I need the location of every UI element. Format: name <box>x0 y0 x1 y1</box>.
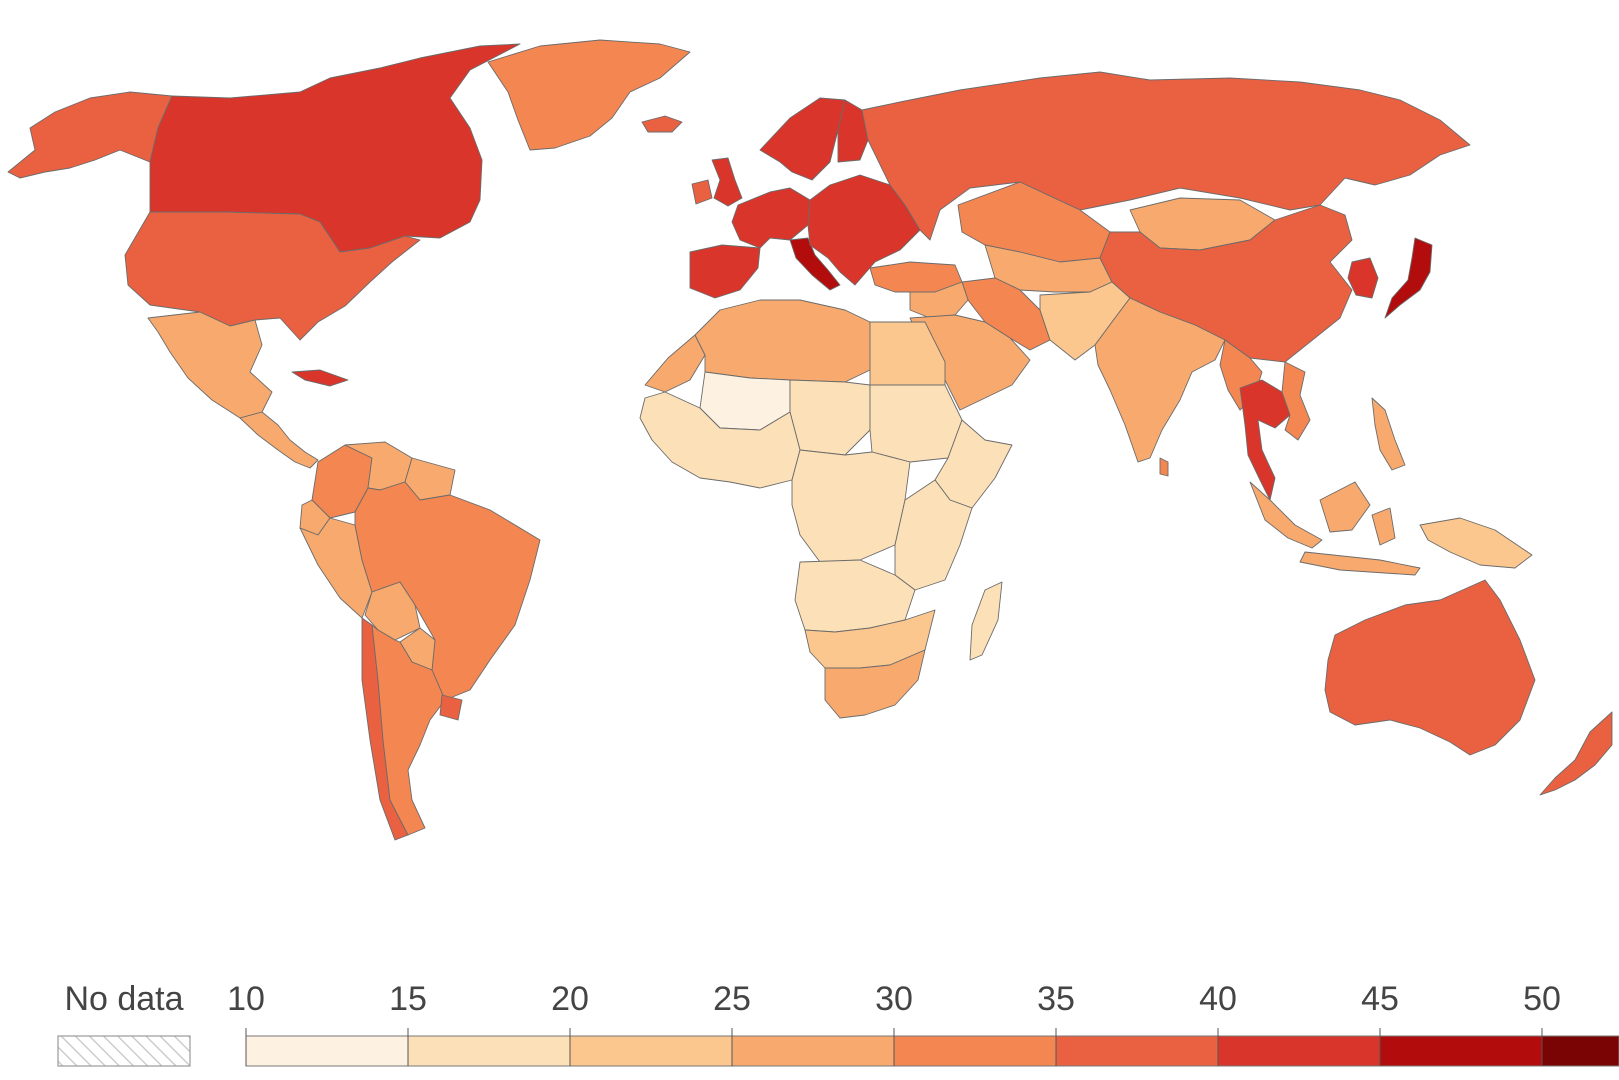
region-central-africa[interactable] <box>791 449 911 563</box>
region-australia[interactable] <box>1324 579 1536 756</box>
region-greenland[interactable] <box>487 39 691 151</box>
region-russia[interactable] <box>861 71 1471 241</box>
region-middle-east[interactable] <box>909 281 969 319</box>
legend-tick-label: 15 <box>389 980 427 1018</box>
region-east-africa[interactable] <box>894 479 973 591</box>
region-indonesia[interactable] <box>1249 481 1421 576</box>
region-ireland[interactable] <box>691 179 713 205</box>
legend-bin <box>1541 1035 1619 1067</box>
legend-bin <box>569 1035 733 1067</box>
region-india[interactable] <box>1094 297 1226 463</box>
region-argentina[interactable] <box>371 624 446 836</box>
region-niger-chad[interactable] <box>789 379 871 456</box>
region-philippines[interactable] <box>1371 397 1406 471</box>
region-korea[interactable] <box>1347 257 1379 299</box>
region-japan[interactable] <box>1384 237 1433 319</box>
region-mexico[interactable] <box>147 311 273 419</box>
region-united-states[interactable] <box>124 211 421 341</box>
region-sudan[interactable] <box>869 384 963 463</box>
legend-tick-label: 35 <box>1037 980 1075 1018</box>
region-south-africa[interactable] <box>824 649 926 719</box>
region-iberia[interactable] <box>689 244 761 299</box>
region-alaska[interactable] <box>7 91 173 179</box>
region-central-america[interactable] <box>239 411 319 469</box>
region-iran[interactable] <box>961 277 1051 351</box>
region-thailand[interactable] <box>1239 379 1291 501</box>
legend-tick-label: 45 <box>1361 980 1399 1018</box>
no-data-label: No data <box>64 980 183 1018</box>
legend-tick-label: 20 <box>551 980 589 1018</box>
countries-layer <box>7 39 1613 841</box>
legend-tick-label: 50 <box>1523 980 1561 1018</box>
legend-bin <box>1055 1035 1219 1067</box>
region-papua-new-guinea[interactable] <box>1419 517 1533 569</box>
region-scandinavia[interactable] <box>759 97 846 181</box>
region-central-eastern-europe[interactable] <box>807 174 921 286</box>
legend-tick-label: 40 <box>1199 980 1237 1018</box>
legend-bin <box>407 1035 571 1067</box>
legend-tick-label: 25 <box>713 980 751 1018</box>
region-sri-lanka[interactable] <box>1159 457 1169 477</box>
no-data-swatch <box>57 1035 191 1067</box>
region-iceland[interactable] <box>641 115 683 133</box>
legend-bins <box>245 1035 1619 1067</box>
legend-bin <box>245 1035 409 1067</box>
region-western-sahara-morocco[interactable] <box>644 334 706 393</box>
region-new-zealand[interactable] <box>1539 711 1613 796</box>
legend-bin <box>893 1035 1057 1067</box>
region-north-africa[interactable] <box>694 299 871 383</box>
color-legend: No data 10 15 20 25 30 35 40 45 50 <box>57 980 1619 1067</box>
region-vietnam[interactable] <box>1281 361 1311 441</box>
region-united-kingdom[interactable] <box>711 157 743 207</box>
legend-ticks: 10 15 20 25 30 35 40 45 50 <box>227 980 1561 1066</box>
legend-tick-label: 30 <box>875 980 913 1018</box>
legend-tick-label: 10 <box>227 980 265 1018</box>
region-madagascar[interactable] <box>969 581 1003 661</box>
legend-bin <box>731 1035 895 1067</box>
legend-bin <box>1379 1035 1543 1067</box>
legend-bin <box>1217 1035 1381 1067</box>
region-bolivia[interactable] <box>364 581 421 641</box>
region-cuba[interactable] <box>291 369 349 387</box>
region-uruguay[interactable] <box>439 694 463 721</box>
